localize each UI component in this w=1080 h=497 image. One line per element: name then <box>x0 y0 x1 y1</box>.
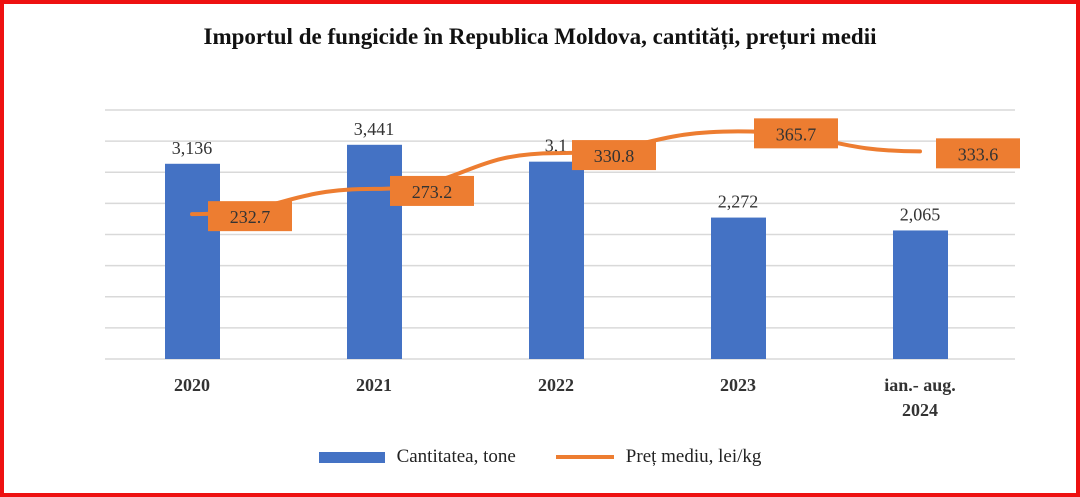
line-data-label: 365.7 <box>776 124 817 144</box>
legend-swatch-line <box>555 455 614 459</box>
bar-data-label: 3,441 <box>354 119 395 139</box>
line-data-label: 333.6 <box>958 144 999 164</box>
x-tick-label: 2022 <box>538 375 574 395</box>
line-data-label: 330.8 <box>594 146 635 166</box>
bar-data-label: 2,065 <box>900 204 941 224</box>
x-tick-label: 2021 <box>356 375 392 395</box>
legend-label-line: Preț mediu, lei/kg <box>625 446 762 467</box>
bar-data-label: 3,136 <box>172 138 213 158</box>
legend-item-line: Preț mediu, lei/kg <box>555 446 762 468</box>
line-label-box <box>572 140 656 171</box>
bar-data-label: 2,272 <box>718 192 759 212</box>
line-label-box <box>936 138 1020 169</box>
x-tick-label: 2024 <box>902 400 938 420</box>
line-label-box <box>754 118 838 149</box>
legend: Cantitatea, tone Preț mediu, lei/kg <box>0 446 1080 468</box>
bar-data-label: 3,1 <box>545 136 568 156</box>
bar <box>529 161 584 359</box>
legend-swatch-bar <box>318 451 385 463</box>
bar <box>711 217 766 359</box>
legend-label-bar: Cantitatea, tone <box>396 446 516 467</box>
line-data-label: 232.7 <box>230 207 271 227</box>
x-tick-label: 2020 <box>174 375 210 395</box>
bar <box>893 230 948 359</box>
chart-title: Importul de fungicide în Republica Moldo… <box>203 24 877 49</box>
x-tick-label: 2023 <box>720 375 756 395</box>
x-tick-label: ian.- aug. <box>884 375 956 395</box>
line-label-box <box>208 201 292 232</box>
legend-item-bar: Cantitatea, tone <box>318 446 516 468</box>
bar <box>165 163 220 359</box>
line-label-box <box>390 175 474 206</box>
line-data-label: 273.2 <box>412 182 453 202</box>
